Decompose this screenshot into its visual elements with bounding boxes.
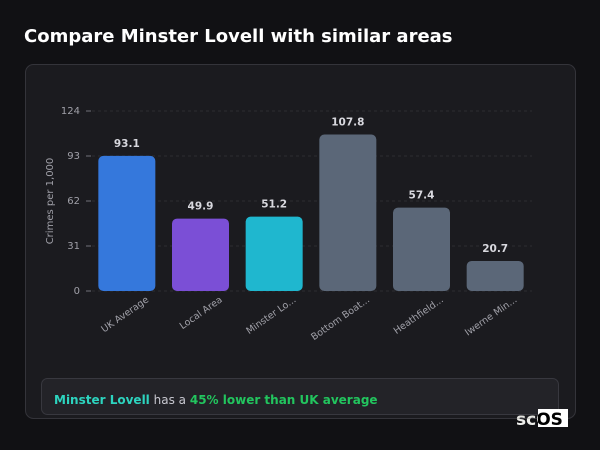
y-tick-label: 31	[67, 241, 80, 252]
area-name: Minster Lovell	[54, 393, 150, 407]
value-label: 57.4	[409, 190, 435, 202]
y-tick-label: 0	[74, 286, 80, 297]
bar	[172, 218, 229, 291]
bar	[245, 216, 303, 291]
logo-box	[538, 409, 568, 427]
bar	[466, 260, 524, 291]
y-tick-label: 62	[67, 196, 80, 207]
value-label: 49.9	[188, 201, 214, 213]
bar	[98, 155, 156, 291]
summary-highlight: 45% lower than UK average	[190, 393, 378, 407]
page-title: Compare Minster Lovell with similar area…	[24, 26, 453, 47]
bar	[393, 207, 450, 291]
value-label: 93.1	[114, 138, 140, 150]
summary-connector: has a	[154, 393, 186, 407]
summary-box	[41, 378, 559, 415]
value-label: 20.7	[482, 243, 508, 255]
y-axis-label: Crimes per 1,000	[45, 158, 56, 245]
summary-text: Minster Lovell has a 45% lower than UK a…	[54, 393, 378, 407]
y-tick-label: 93	[67, 151, 80, 162]
bar	[319, 134, 377, 291]
logo: scOS	[516, 410, 563, 430]
value-label: 51.2	[261, 199, 287, 211]
y-tick-label: 124	[61, 106, 80, 117]
value-label: 107.8	[331, 117, 364, 129]
